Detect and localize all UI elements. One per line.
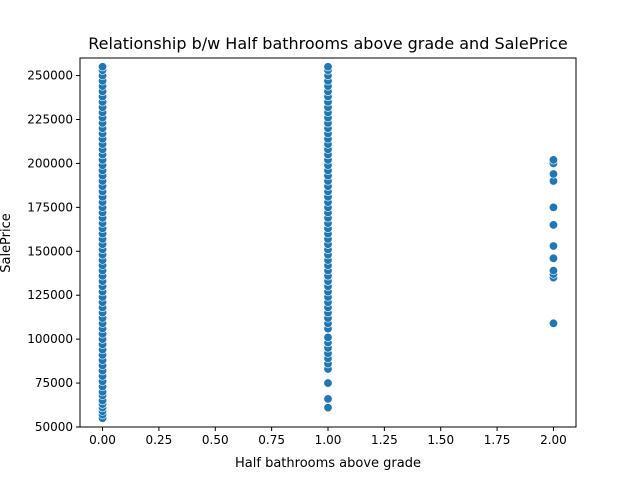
- scatter-point: [548, 266, 558, 276]
- scatter-point: [98, 62, 108, 72]
- points-layer: [98, 62, 558, 423]
- scatter-point: [548, 318, 558, 328]
- scatter-point: [323, 403, 333, 413]
- scatter-point: [548, 241, 558, 251]
- y-tick-label: 150000: [27, 244, 73, 258]
- scatter-point: [548, 202, 558, 212]
- x-tick-label: 0.75: [258, 433, 285, 447]
- scatter-point: [548, 155, 558, 165]
- scatter-point: [548, 169, 558, 179]
- x-tick-label: 1.50: [427, 433, 454, 447]
- y-tick-label: 100000: [27, 332, 73, 346]
- y-tick-label: 125000: [27, 288, 73, 302]
- scatter-point: [548, 253, 558, 263]
- x-tick-label: 1.75: [484, 433, 511, 447]
- y-tick-label: 75000: [35, 376, 73, 390]
- y-tick-label: 225000: [27, 113, 73, 127]
- x-tick-label: 1.00: [315, 433, 342, 447]
- y-tick-label: 250000: [27, 69, 73, 83]
- y-axis: 50000 75000 100000 125000 150000 175000 200000…: [27, 69, 80, 434]
- y-tick-label: 50000: [35, 420, 73, 434]
- y-axis-label: SalePrice: [0, 213, 14, 273]
- scatter-point: [323, 378, 333, 388]
- x-tick-label: 0.25: [146, 433, 173, 447]
- chart-title: Relationship b/w Half bathrooms above gr…: [88, 34, 567, 53]
- scatter-point: [548, 220, 558, 230]
- x-tick-label: 0.00: [89, 433, 116, 447]
- scatter-point: [323, 394, 333, 404]
- scatter-point: [323, 332, 333, 342]
- scatter-point: [323, 62, 333, 72]
- y-tick-label: 175000: [27, 200, 73, 214]
- x-axis: 0.00 0.25 0.50 0.75 1.00 1.25 1.50 1.75 2.00: [89, 427, 567, 447]
- y-tick-label: 200000: [27, 156, 73, 170]
- x-tick-label: 2.00: [540, 433, 567, 447]
- x-tick-label: 0.50: [202, 433, 229, 447]
- x-axis-label: Half bathrooms above grade: [235, 456, 421, 471]
- x-tick-label: 1.25: [371, 433, 398, 447]
